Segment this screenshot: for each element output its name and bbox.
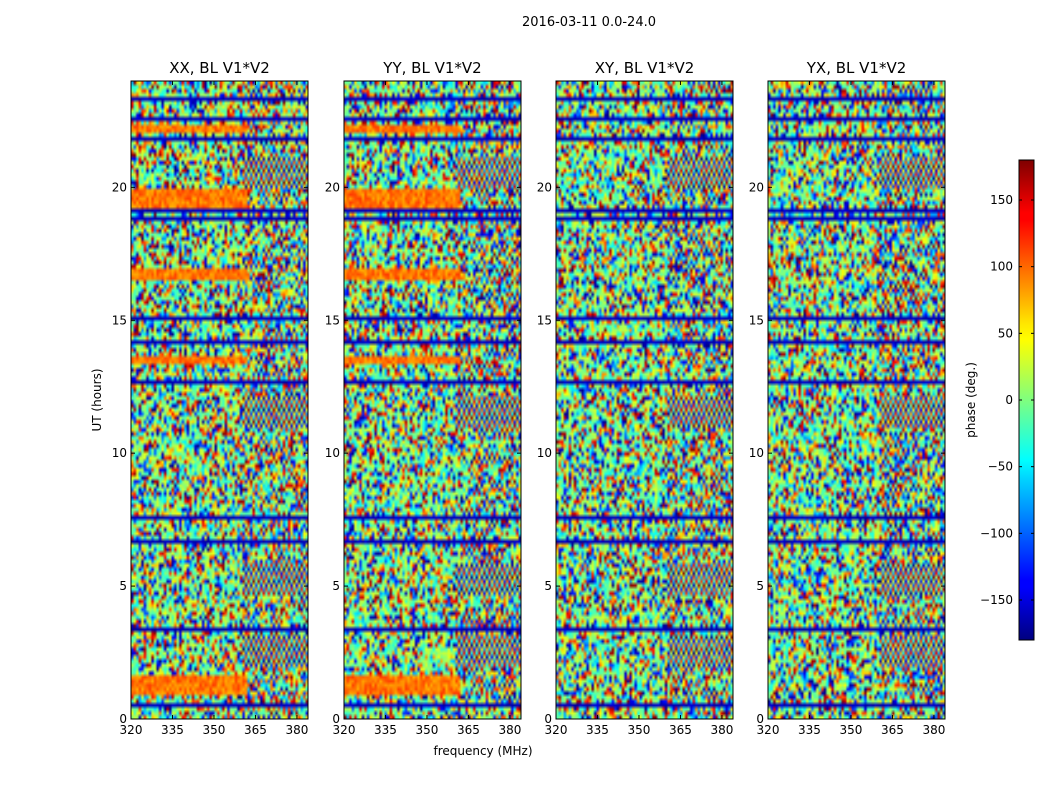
x-tick-label: 365 (669, 723, 692, 737)
x-tick-label: 380 (285, 723, 308, 737)
y-tick-label: 0 (332, 712, 340, 726)
x-axis-label: frequency (MHz) (433, 744, 532, 758)
x-tick-label: 350 (203, 723, 226, 737)
x-tick-label: 320 (757, 723, 780, 737)
heatmap-image (344, 81, 521, 719)
y-tick-label: 20 (537, 180, 552, 194)
panel-xy: XY, BL V1*V2 320 335 350 365 380 0 5 10 15 20 (537, 59, 734, 737)
panel-title: YY, BL V1*V2 (382, 59, 481, 77)
colorbar-tick-label: 100 (990, 260, 1013, 274)
y-tick-label: 0 (544, 712, 552, 726)
x-tick-label: 365 (457, 723, 480, 737)
x-tick-label: 320 (545, 723, 568, 737)
y-tick-label: 15 (749, 313, 764, 327)
x-tick-label: 350 (840, 723, 863, 737)
x-tick-label: 365 (881, 723, 904, 737)
colorbar-tick-label: 150 (990, 193, 1013, 207)
y-tick-label: 10 (112, 446, 127, 460)
colorbar-tick-label: 50 (998, 326, 1013, 340)
y-tick-label: 20 (325, 180, 340, 194)
y-tick-label: 10 (537, 446, 552, 460)
panel-title: XY, BL V1*V2 (595, 59, 695, 77)
y-tick-label: 5 (756, 579, 764, 593)
y-tick-label: 0 (756, 712, 764, 726)
heatmap-image (131, 81, 308, 719)
colorbar-tick-label: −100 (980, 526, 1013, 540)
panel-yy: YY, BL V1*V2 320 335 350 365 380 0 5 10 15 20 (325, 59, 522, 737)
x-tick-label: 380 (710, 723, 733, 737)
x-tick-label: 335 (161, 723, 184, 737)
y-tick-label: 5 (544, 579, 552, 593)
x-tick-label: 335 (374, 723, 397, 737)
x-tick-label: 350 (628, 723, 651, 737)
panel-frame (343, 80, 522, 720)
x-tick-label: 350 (416, 723, 439, 737)
y-tick-label: 10 (325, 446, 340, 460)
x-tick-label: 335 (586, 723, 609, 737)
panel-yx: YX, BL V1*V2 320 335 350 365 380 0 5 10 15 20 (749, 59, 946, 737)
panel-frame (555, 80, 734, 720)
heatmap-image (768, 81, 945, 719)
figure-suptitle: 2016-03-11 0.0-24.0 (522, 15, 656, 30)
y-tick-label: 5 (119, 579, 127, 593)
y-tick-label: 20 (112, 180, 127, 194)
y-tick-label: 5 (332, 579, 340, 593)
panel-title: XX, BL V1*V2 (169, 59, 270, 77)
y-axis-label: UT (hours) (90, 368, 104, 431)
x-tick-label: 320 (333, 723, 356, 737)
x-tick-label: 380 (922, 723, 945, 737)
colorbar-tick-label: −150 (980, 593, 1013, 607)
panel-xx: XX, BL V1*V2 320 335 350 365 380 0 5 10 15 20 (112, 59, 309, 737)
y-tick-label: 15 (112, 313, 127, 327)
colorbar-ticks: 150 100 50 0 −50 −100 −150 (980, 193, 1034, 607)
colorbar: 150 100 50 0 −50 −100 −150 phase (deg.) (964, 159, 1035, 641)
colorbar-label: phase (deg.) (964, 362, 978, 438)
x-tick-label: 380 (498, 723, 521, 737)
x-tick-label: 320 (120, 723, 143, 737)
panel-title: YX, BL V1*V2 (806, 59, 907, 77)
heatmap-image (556, 81, 733, 719)
panel-frame (767, 80, 946, 720)
y-tick-label: 15 (537, 313, 552, 327)
y-tick-label: 20 (749, 180, 764, 194)
x-tick-label: 335 (798, 723, 821, 737)
panel-frame (130, 80, 309, 720)
y-tick-label: 15 (325, 313, 340, 327)
x-tick-label: 365 (244, 723, 267, 737)
colorbar-tick-label: −50 (988, 460, 1013, 474)
y-tick-label: 10 (749, 446, 764, 460)
y-tick-label: 0 (119, 712, 127, 726)
colorbar-tick-label: 0 (1005, 393, 1013, 407)
